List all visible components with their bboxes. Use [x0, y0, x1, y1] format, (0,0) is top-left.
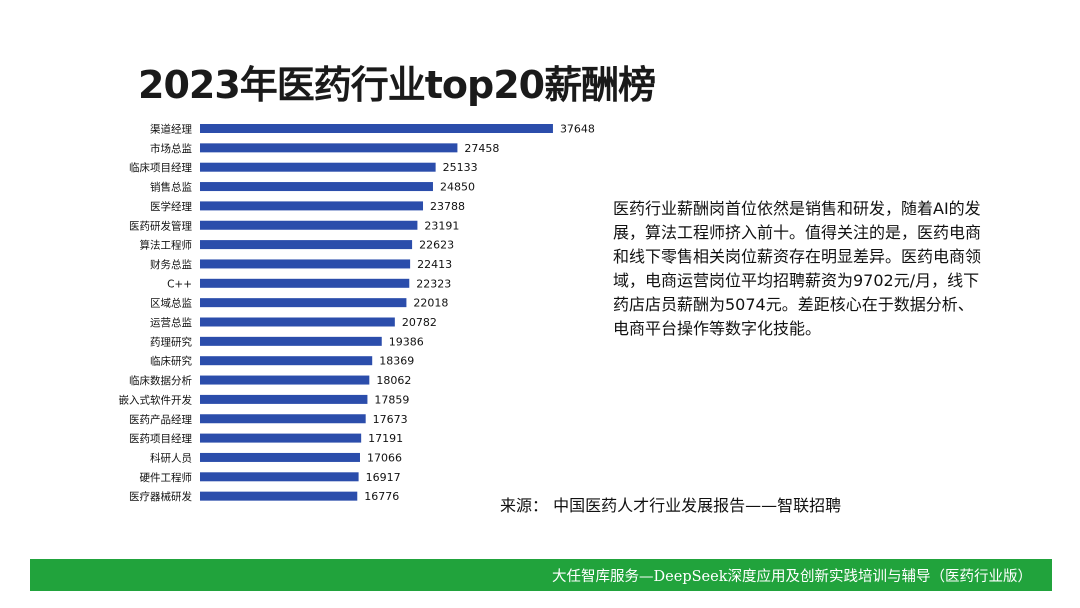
value-label: 25133 [443, 161, 478, 174]
footer-text: 大任智库服务—DeepSeek深度应用及创新实践培训与辅导（医药行业版） [552, 569, 1032, 585]
bar [200, 394, 368, 404]
category-label: 嵌入式软件开发 [119, 393, 193, 406]
value-label: 27458 [464, 142, 499, 155]
bar [200, 298, 407, 308]
value-label: 19386 [389, 335, 424, 348]
category-label: 医疗器械研发 [129, 490, 192, 503]
value-label: 23788 [430, 200, 465, 213]
category-label: 科研人员 [150, 451, 192, 464]
bar [200, 220, 418, 230]
bar [200, 433, 362, 443]
value-label: 37648 [560, 123, 595, 136]
category-label: 硬件工程师 [140, 471, 193, 484]
bar [200, 414, 366, 424]
category-label: 销售总监 [150, 181, 192, 194]
bar [200, 491, 358, 501]
category-label: 运营总监 [150, 316, 192, 329]
chart-title: 2023年医药行业top20薪酬榜 [138, 63, 656, 107]
bar [200, 472, 359, 482]
value-label: 22323 [416, 277, 451, 290]
category-label: 医学经理 [150, 200, 192, 213]
bar [200, 201, 424, 211]
bar [200, 240, 413, 250]
value-label: 18369 [379, 355, 414, 368]
bar [200, 182, 433, 192]
bar [200, 317, 395, 327]
category-label: 医药研发管理 [129, 219, 192, 232]
value-label: 17191 [368, 432, 403, 445]
value-label: 16917 [366, 471, 401, 484]
value-label: 24850 [440, 181, 475, 194]
category-label: C++ [167, 278, 192, 290]
category-label: 临床研究 [150, 355, 192, 368]
value-label: 17859 [374, 393, 409, 406]
bar [200, 124, 553, 133]
value-label: 22623 [419, 239, 454, 252]
category-label: 市场总监 [150, 142, 192, 155]
bar [200, 336, 382, 346]
value-label: 17066 [367, 451, 402, 464]
salary-bar-chart: 渠道经理 37648 市场总监 27458 临床项目经理 25133 销售总监 24850 医学… [119, 123, 595, 504]
footer-bar: 大任智库服务—DeepSeek深度应用及创新实践培训与辅导（医药行业版） [30, 559, 1052, 591]
value-label: 17673 [373, 413, 408, 426]
category-label: 区域总监 [150, 297, 192, 310]
bar [200, 143, 458, 153]
category-label: 临床项目经理 [129, 161, 192, 174]
category-label: 渠道经理 [150, 123, 192, 136]
bar [200, 375, 370, 385]
chart-description: 医药行业薪酬岗首位依然是销售和研发，随着AI的发展，算法工程师挤入前十。值得关注… [613, 199, 982, 338]
value-label: 18062 [376, 374, 411, 387]
bar [200, 278, 410, 288]
bar [200, 356, 373, 366]
value-label: 20782 [402, 316, 437, 329]
source-citation: 来源： 中国医药人才行业发展报告——智联招聘 [500, 496, 842, 515]
category-label: 算法工程师 [140, 239, 193, 252]
category-label: 财务总监 [150, 258, 192, 271]
category-label: 临床数据分析 [129, 374, 192, 387]
value-label: 16776 [364, 490, 399, 503]
value-label: 23191 [424, 219, 459, 232]
value-label: 22413 [417, 258, 452, 271]
bar [200, 162, 436, 172]
bar [200, 452, 360, 462]
value-label: 22018 [413, 297, 448, 310]
category-label: 医药产品经理 [129, 413, 192, 426]
category-label: 医药项目经理 [129, 432, 192, 445]
bar [200, 259, 411, 269]
category-label: 药理研究 [150, 335, 192, 348]
